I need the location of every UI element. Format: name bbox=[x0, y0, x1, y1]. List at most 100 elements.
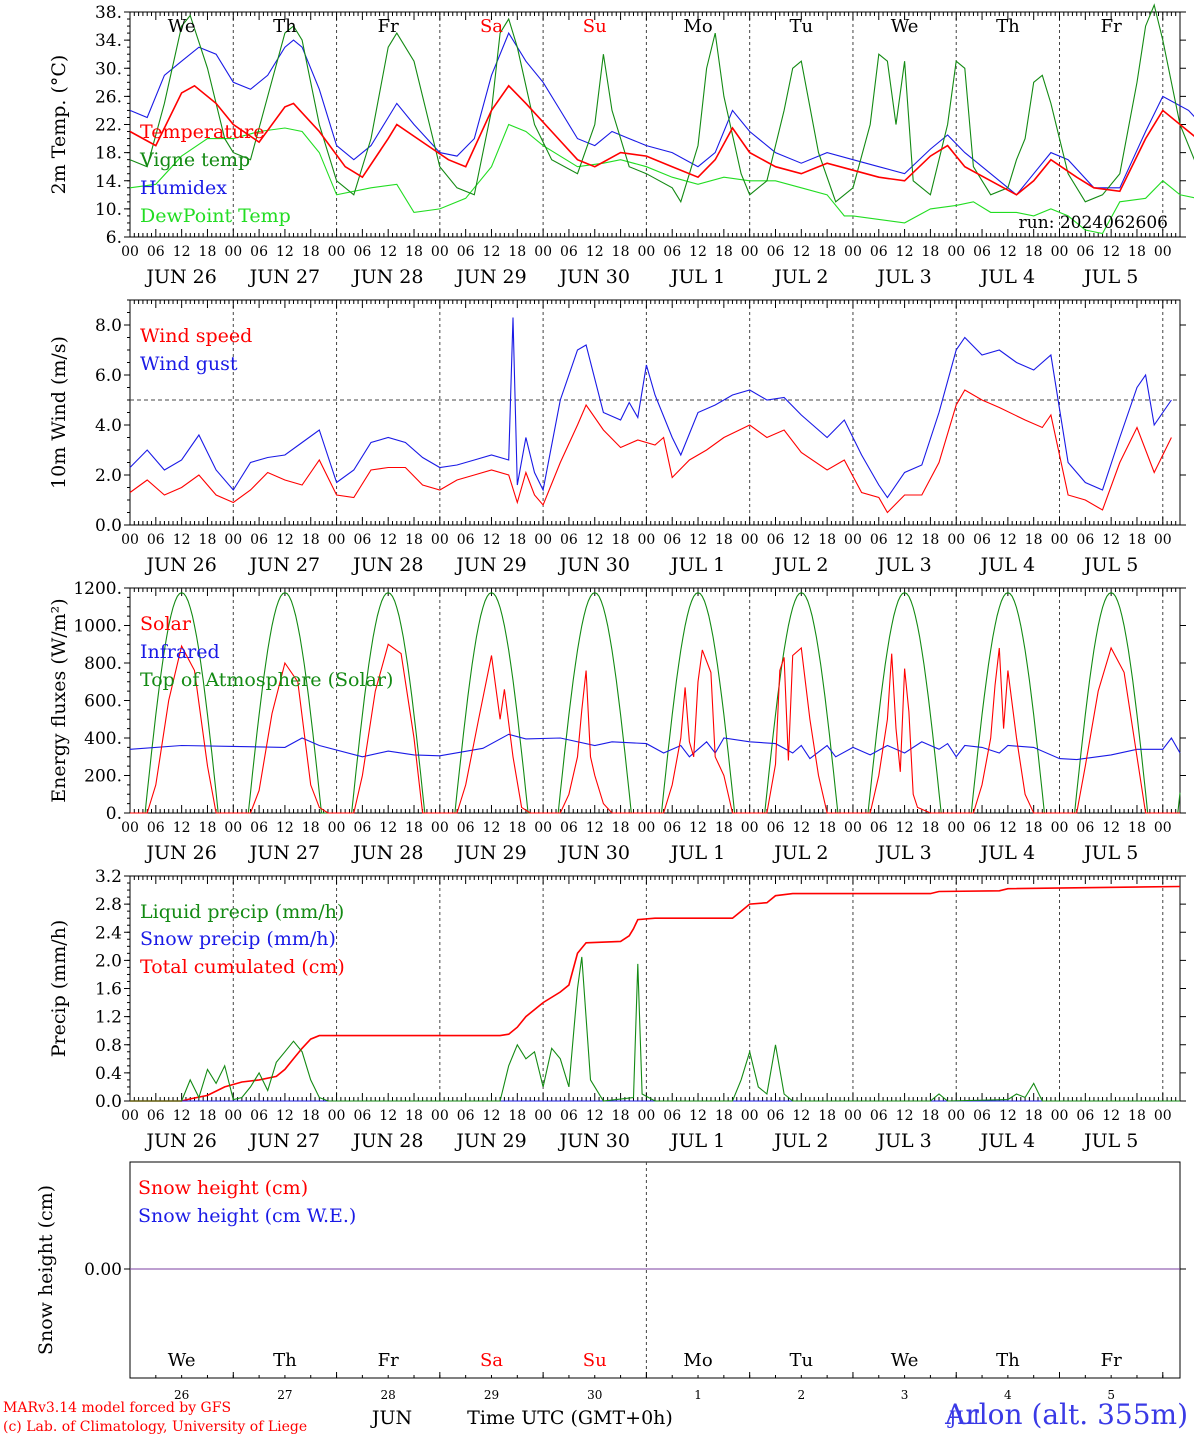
weekday-label: Su bbox=[583, 16, 607, 37]
hour-tick-label: 06 bbox=[663, 532, 681, 548]
hour-tick-label: 06 bbox=[663, 1108, 681, 1124]
hour-tick-label: 12 bbox=[173, 820, 191, 836]
day-number-label: 29 bbox=[484, 1388, 499, 1402]
hour-tick-label: 12 bbox=[896, 244, 914, 260]
weekday-label: We bbox=[891, 16, 919, 37]
legend-liquid-precip-mm-h-: Liquid precip (mm/h) bbox=[140, 901, 344, 923]
hour-tick-label: 12 bbox=[379, 244, 397, 260]
hour-tick-label: 18 bbox=[508, 820, 526, 836]
hour-tick-label: 00 bbox=[1154, 244, 1172, 260]
hour-tick-label: 12 bbox=[173, 532, 191, 548]
date-label: JUL 3 bbox=[875, 266, 931, 288]
legend-total-cumulated-cm-: Total cumulated (cm) bbox=[140, 956, 345, 978]
date-label: JUL 3 bbox=[875, 554, 931, 576]
y-tick-label: 8.0 bbox=[95, 316, 122, 336]
hour-tick-label: 12 bbox=[792, 1108, 810, 1124]
weekday-label: Sa bbox=[480, 16, 503, 37]
y-tick-label: 30. bbox=[95, 59, 122, 79]
hour-tick-label: 18 bbox=[818, 820, 836, 836]
day-number-label: 3 bbox=[901, 1388, 909, 1402]
legend-snow-height-cm-: Snow height (cm) bbox=[138, 1177, 308, 1199]
lab-credit: (c) Lab. of Climatology, University of L… bbox=[3, 1419, 308, 1435]
hour-tick-label: 18 bbox=[508, 244, 526, 260]
hour-tick-label: 00 bbox=[431, 244, 449, 260]
hour-tick-label: 18 bbox=[818, 1108, 836, 1124]
legend-dewpoint-temp: DewPoint Temp bbox=[140, 205, 291, 227]
hour-tick-label: 00 bbox=[121, 1108, 139, 1124]
hour-tick-label: 00 bbox=[431, 820, 449, 836]
hour-tick-label: 06 bbox=[353, 820, 371, 836]
model-credit: MARv3.14 model forced by GFS bbox=[3, 1400, 232, 1416]
hour-tick-label: 12 bbox=[483, 1108, 501, 1124]
hour-tick-label: 18 bbox=[405, 532, 423, 548]
y-tick-label: 38. bbox=[95, 3, 122, 23]
date-label: JUN 28 bbox=[351, 842, 423, 864]
hour-tick-label: 12 bbox=[483, 244, 501, 260]
hour-tick-label: 06 bbox=[250, 820, 268, 836]
weekday-label: Fr bbox=[378, 16, 399, 37]
hour-tick-label: 00 bbox=[741, 532, 759, 548]
hour-tick-label: 06 bbox=[973, 244, 991, 260]
hour-tick-label: 12 bbox=[379, 1108, 397, 1124]
hour-tick-label: 00 bbox=[431, 1108, 449, 1124]
panel-1-frame bbox=[129, 299, 1181, 526]
hour-tick-label: 12 bbox=[276, 820, 294, 836]
hour-tick-label: 12 bbox=[1102, 244, 1120, 260]
hour-tick-label: 00 bbox=[1051, 532, 1069, 548]
hour-tick-label: 00 bbox=[947, 532, 965, 548]
date-label: JUN 28 bbox=[351, 554, 423, 576]
hour-tick-label: 00 bbox=[534, 244, 552, 260]
hour-tick-label: 00 bbox=[844, 1108, 862, 1124]
hour-tick-label: 18 bbox=[612, 532, 630, 548]
series-line-wind-gust bbox=[129, 317, 1172, 499]
hour-tick-label: 12 bbox=[586, 1108, 604, 1124]
hour-tick-label: 18 bbox=[405, 244, 423, 260]
date-label: JUN 26 bbox=[144, 554, 216, 576]
hour-tick-label: 18 bbox=[612, 244, 630, 260]
date-label: JUN 27 bbox=[248, 554, 320, 576]
hour-tick-label: 18 bbox=[715, 244, 733, 260]
hour-tick-label: 06 bbox=[767, 532, 785, 548]
hour-tick-label: 12 bbox=[689, 820, 707, 836]
y-tick-label: 1.2 bbox=[95, 1008, 122, 1028]
hour-tick-label: 12 bbox=[999, 244, 1017, 260]
weekday-label: Th bbox=[996, 16, 1020, 37]
hour-tick-label: 12 bbox=[276, 532, 294, 548]
date-label: JUL 1 bbox=[669, 842, 725, 864]
hour-tick-label: 18 bbox=[818, 244, 836, 260]
date-label: JUL 3 bbox=[875, 842, 931, 864]
weekday-label: Th bbox=[273, 16, 297, 37]
day-number-label: 28 bbox=[381, 1388, 396, 1402]
hour-tick-label: 12 bbox=[792, 244, 810, 260]
y-tick-label: 0.0 bbox=[95, 516, 122, 536]
hour-tick-label: 06 bbox=[250, 244, 268, 260]
hour-tick-label: 18 bbox=[199, 1108, 217, 1124]
date-label: JUN 26 bbox=[144, 266, 216, 288]
hour-tick-label: 06 bbox=[870, 532, 888, 548]
hour-tick-label: 18 bbox=[1128, 1108, 1146, 1124]
hour-tick-label: 06 bbox=[973, 1108, 991, 1124]
hour-tick-label: 00 bbox=[1154, 532, 1172, 548]
weekday-label: Tu bbox=[790, 1350, 814, 1371]
hour-tick-label: 06 bbox=[353, 532, 371, 548]
hour-tick-label: 00 bbox=[947, 820, 965, 836]
hour-tick-label: 18 bbox=[921, 1108, 939, 1124]
hour-tick-label: 12 bbox=[792, 820, 810, 836]
weekday-label: Tu bbox=[790, 16, 814, 37]
hour-tick-label: 00 bbox=[224, 532, 242, 548]
y-tick-label: 6.0 bbox=[95, 366, 122, 386]
hour-tick-label: 18 bbox=[1025, 820, 1043, 836]
date-label: JUL 2 bbox=[772, 554, 828, 576]
hour-tick-label: 06 bbox=[973, 820, 991, 836]
hour-tick-label: 00 bbox=[637, 1108, 655, 1124]
y-tick-label: 0.8 bbox=[95, 1036, 122, 1056]
hour-tick-label: 18 bbox=[921, 532, 939, 548]
y-tick-label: 800. bbox=[84, 654, 122, 674]
hour-tick-label: 06 bbox=[870, 1108, 888, 1124]
y-tick-label: 3.2 bbox=[95, 867, 122, 887]
date-label: JUN 27 bbox=[248, 266, 320, 288]
y-tick-label: 26. bbox=[95, 87, 122, 107]
hour-tick-label: 00 bbox=[224, 244, 242, 260]
hour-tick-label: 00 bbox=[328, 244, 346, 260]
hour-tick-label: 18 bbox=[715, 1108, 733, 1124]
